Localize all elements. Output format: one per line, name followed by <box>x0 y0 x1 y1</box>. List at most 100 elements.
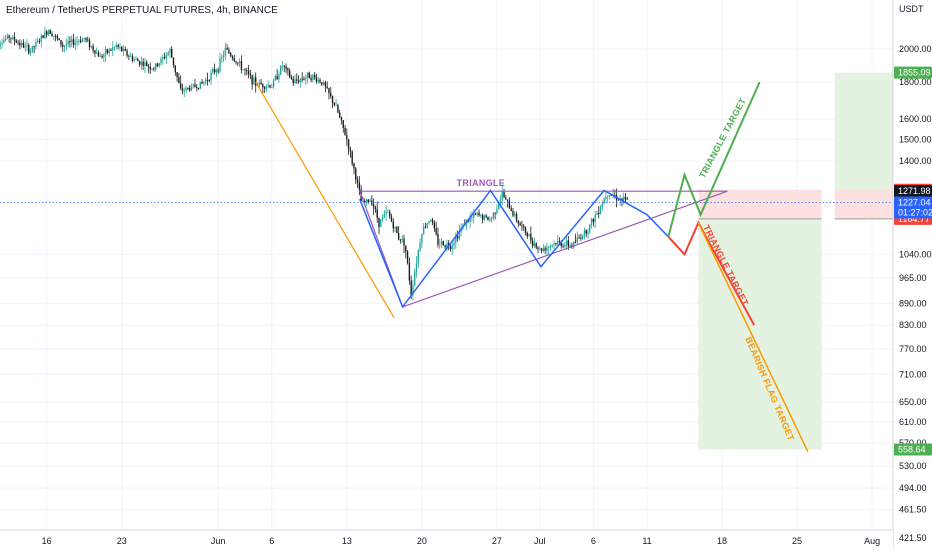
candle-body <box>128 55 130 57</box>
candle-body <box>122 49 125 52</box>
candle-body <box>390 216 393 222</box>
candle-body <box>492 212 495 219</box>
candle-body <box>213 68 216 73</box>
candle-body <box>387 211 389 213</box>
price-badge-text: 1271.98 <box>898 186 931 196</box>
candle-body <box>489 219 491 221</box>
candle-body <box>70 39 73 43</box>
candle-body <box>539 248 541 250</box>
candle-body <box>172 57 175 66</box>
candle-body <box>344 127 346 136</box>
candle-body <box>37 40 39 43</box>
candle-body <box>274 76 277 80</box>
candle-body <box>154 63 157 70</box>
price-tick-label: 494.00 <box>899 483 927 493</box>
candle-body <box>112 47 114 51</box>
time-axis[interactable]: 1623Jun6132027Jul6111825Aug8 <box>0 529 932 550</box>
candle-body <box>490 218 493 220</box>
candle-body <box>451 245 453 250</box>
candle-body <box>403 238 405 246</box>
candle-body <box>421 234 423 244</box>
candle-body <box>335 104 337 106</box>
candle-body <box>601 203 604 208</box>
candle-body <box>349 149 352 152</box>
candle-body <box>54 35 57 37</box>
candle-body <box>542 248 545 251</box>
candle-body <box>78 40 80 42</box>
candle-body <box>117 44 119 47</box>
price-badge <box>894 185 932 198</box>
candle-body <box>160 58 162 64</box>
candle-body <box>13 37 16 41</box>
candle-body <box>614 195 616 196</box>
triangle-label: TRIANGLE <box>457 178 505 188</box>
candle-body <box>92 45 94 51</box>
candle-body <box>356 179 359 183</box>
candle-body <box>517 220 520 224</box>
last-price-value: 1227.04 <box>898 197 931 207</box>
candle-body <box>396 226 398 234</box>
drawings[interactable] <box>0 81 893 452</box>
candle-body <box>174 65 177 73</box>
candle-body <box>328 88 330 94</box>
candle-body <box>372 204 375 208</box>
candle-body <box>24 45 26 48</box>
candle-body <box>351 151 353 164</box>
candle-body <box>135 59 137 60</box>
time-axis-bg <box>0 530 893 550</box>
candle-body <box>562 245 564 247</box>
candle-body <box>315 77 318 82</box>
candle-body <box>35 42 37 47</box>
candle-body <box>374 207 377 210</box>
candle-body <box>299 78 302 83</box>
time-tick-label: 23 <box>117 536 127 546</box>
candle-body <box>417 250 419 264</box>
candle-body <box>324 82 327 87</box>
candle-body <box>103 54 105 58</box>
candle-body <box>45 31 48 35</box>
candle-body <box>38 40 41 42</box>
candle-body <box>99 55 101 57</box>
candle-body <box>338 112 341 118</box>
candle-body <box>1 42 3 45</box>
candle-body <box>549 245 552 247</box>
price-badge-text: 1164.77 <box>898 214 930 224</box>
candle-body <box>342 120 344 128</box>
candle-body <box>540 248 543 251</box>
candle-body <box>69 41 71 43</box>
candle-body <box>405 245 407 252</box>
price-tick-label: 1040.00 <box>899 249 932 259</box>
candle-body <box>201 81 203 84</box>
candle-body <box>290 77 293 79</box>
candle-body <box>347 139 350 150</box>
candle-body <box>265 85 268 89</box>
candle-body <box>440 241 443 245</box>
candle-body <box>326 86 328 89</box>
candle-body <box>272 79 275 88</box>
candle-body <box>238 61 241 64</box>
candle-body <box>308 72 311 79</box>
candle-body <box>215 70 218 73</box>
candle-body <box>430 219 432 222</box>
candle-body <box>72 39 75 45</box>
candle-body <box>138 61 141 65</box>
price-axis[interactable]: USDT 2000.00 1800.00 1600.00 1500.00 1400.00… <box>892 0 932 550</box>
candle-body <box>596 212 598 215</box>
candle-body <box>10 37 12 39</box>
candle-body <box>621 198 623 201</box>
candle-body <box>278 74 280 80</box>
candle-body <box>503 191 505 198</box>
candle-body <box>204 79 207 83</box>
candle-body <box>20 42 23 46</box>
candle-body <box>471 217 473 219</box>
candle-body <box>528 234 530 237</box>
candle-body <box>44 31 46 39</box>
candle-body <box>85 38 87 40</box>
candle-body <box>401 238 403 241</box>
candle-body <box>624 196 627 200</box>
candle-body <box>303 79 305 80</box>
price-tick-label: 710.00 <box>899 369 927 379</box>
candle-body <box>419 243 421 251</box>
candle-body <box>553 243 555 245</box>
